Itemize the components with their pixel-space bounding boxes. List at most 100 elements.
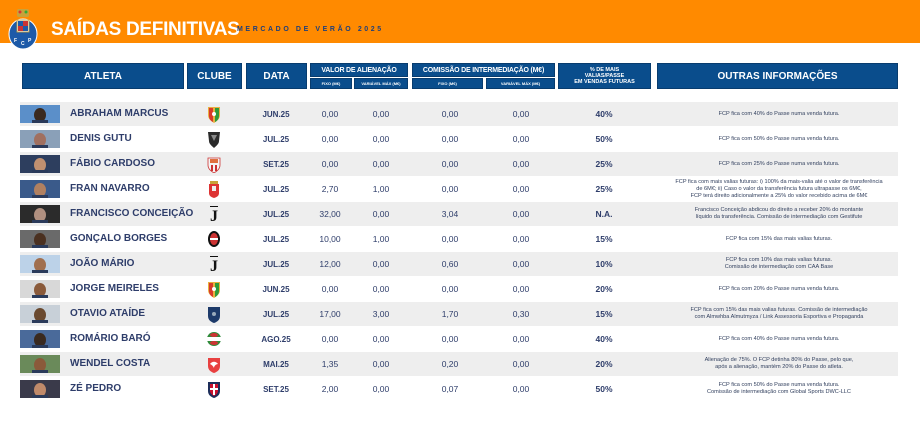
valor-fixo-value: 1,35 (321, 359, 339, 369)
valor-variavel-value: 1,00 (372, 234, 390, 244)
comissao-fixo-value: 0,00 (441, 234, 459, 244)
comissao-fixo-value: 0,07 (441, 384, 459, 394)
info-line: Francisco Conceição abdicou do direito a… (694, 207, 864, 213)
athlete-name: WENDEL COSTA (70, 358, 151, 369)
info-line: FCP terá direito adicionalmente a 25% do… (690, 192, 868, 199)
title-banner (0, 0, 920, 43)
athlete-photo (20, 130, 60, 148)
valor-fixo-value: 17,00 (319, 309, 341, 319)
comissao-fixo-value: 0,00 (441, 284, 459, 294)
svg-text:C: C (21, 41, 25, 47)
column-header-valor-label: VALOR DE ALIENAÇÃO (321, 66, 397, 74)
comissao-variavel-value: 0,00 (512, 159, 530, 169)
estrela-vermelha-crest-icon (207, 332, 221, 346)
info-line: Comissão de intermediação com CAA Base (724, 264, 834, 270)
comissao-fixo-value: 3,04 (441, 209, 459, 219)
column-header-data-label: DATA (263, 70, 290, 82)
pct-mais-valias-value: 20% (595, 359, 613, 369)
comissao-variavel-value: 0,00 (512, 209, 530, 219)
sevilla-crest-icon (207, 157, 221, 173)
transfer-date: AGO.25 (261, 334, 291, 344)
transfer-date: SET.25 (263, 384, 289, 394)
athlete-photo (20, 180, 60, 198)
athlete-photo (20, 205, 60, 223)
outras-informacoes: FCP fica com 40% do Passe numa venda fut… (660, 102, 898, 126)
athlete-name: FRANCISCO CONCEIÇÃO (70, 208, 194, 219)
column-header-pct-line2: VALIAS/PASSE (584, 73, 625, 79)
valor-variavel-value: 0,00 (372, 384, 390, 394)
valor-variavel-value: 0,00 (372, 159, 390, 169)
comissao-fixo-value: 0,00 (441, 109, 459, 119)
fc-porto-crest-icon: F C P (8, 9, 38, 50)
column-header-comissao-variavel-label: VARIÁVEL MÁX (M€) (500, 81, 541, 86)
table-row: GONÇALO BORGES JUL.25 10,00 1,00 0,00 0,00 15%… (20, 227, 898, 251)
transfer-date: JUL.25 (262, 259, 290, 269)
comissao-fixo-value: 0,00 (441, 159, 459, 169)
athlete-name: GONÇALO BORGES (70, 233, 168, 244)
juventus-crest-icon: J (210, 256, 218, 273)
table-row: FRANCISCO CONCEIÇÃO J JUL.25 32,00 0,00 3,04 0… (20, 202, 898, 226)
athlete-name: JOÃO MÁRIO (70, 258, 135, 269)
valor-fixo-value: 0,00 (321, 134, 339, 144)
valor-fixo-value: 2,70 (321, 184, 339, 194)
comissao-variavel-value: 0,00 (512, 234, 530, 244)
column-header-comissao-fixo: FIXO (M€) (412, 78, 483, 89)
athlete-photo (20, 305, 60, 323)
outras-informacoes: FCP fica com 40% do Passe numa venda fut… (660, 327, 898, 351)
column-header-pct-line3: EM VENDAS FUTURAS (574, 79, 635, 85)
info-line: FCP fica com mais valias futuras: i) 100… (675, 178, 883, 185)
table-row: DENIS GUTU JUL.25 0,00 0,00 0,00 0,00 50% FCP f… (20, 127, 898, 151)
valor-variavel-value: 3,00 (372, 309, 390, 319)
estrela-amadora-crest-icon (208, 107, 220, 123)
valor-fixo-value: 0,00 (321, 334, 339, 344)
svg-text:P: P (28, 38, 32, 44)
info-line: FCP fica com 50% do Passe numa venda fut… (718, 382, 840, 388)
pct-mais-valias-value: 10% (595, 259, 613, 269)
column-header-atleta-label: ATLETA (84, 70, 122, 82)
cagliari-crest-icon (208, 382, 220, 398)
info-line: de 6M€; ii) Caso o valor da transferênci… (696, 185, 862, 192)
info-line: FCP fica com 25% do Passe numa venda fut… (718, 160, 840, 167)
column-header-valor-variavel-label: VARIÁVEL MÁX (M€) (361, 81, 401, 86)
column-header-comissao-fixo-label: FIXO (M€) (438, 81, 457, 86)
transfer-date: SET.25 (263, 159, 289, 169)
valor-variavel-value: 0,00 (372, 334, 390, 344)
pct-mais-valias-value: 40% (595, 334, 613, 344)
table-row: JOÃO MÁRIO J JUL.25 12,00 0,00 0,60 0,00 10% FCP… (20, 252, 898, 276)
feyenoord-crest-icon (208, 231, 220, 247)
athlete-photo (20, 330, 60, 348)
page-subtitle: MERCADO DE VERÃO 2025 (237, 26, 384, 33)
pct-mais-valias-value: 50% (595, 134, 613, 144)
comissao-variavel-value: 0,00 (512, 334, 530, 344)
athlete-name: JORGE MEIRELES (70, 283, 159, 294)
outras-informacoes: FCP fica com 50% do Passe numa venda fut… (660, 127, 898, 151)
comissao-fixo-value: 0,00 (441, 134, 459, 144)
pct-mais-valias-value: 25% (595, 159, 613, 169)
athlete-photo (20, 355, 60, 373)
column-header-clube-label: CLUBE (197, 70, 232, 82)
pct-mais-valias-value: 15% (595, 309, 613, 319)
comissao-variavel-value: 0,00 (512, 184, 530, 194)
athlete-name: OTAVIO ATAÍDE (70, 308, 145, 319)
column-header-valor-fixo-label: FIXO (M€) (321, 81, 341, 86)
valor-variavel-value: 0,00 (372, 359, 390, 369)
pct-mais-valias-value: 40% (595, 109, 613, 119)
athlete-photo (20, 255, 60, 273)
outras-informacoes: FCP fica com 25% do Passe numa venda fut… (660, 152, 898, 176)
outras-informacoes: FCP fica com 20% do Passe numa venda fut… (660, 277, 898, 301)
pct-mais-valias-value: 20% (595, 284, 613, 294)
comissao-fixo-value: 0,00 (441, 334, 459, 344)
valor-fixo-value: 10,00 (319, 234, 341, 244)
outras-informacoes: FCP fica com 15% das mais valias futuras… (660, 227, 898, 251)
braga-crest-icon (209, 181, 219, 198)
column-header-comissao: COMISSÃO DE INTERMEDIAÇÃO (M€) (412, 63, 555, 77)
info-line: FCP fica com 40% do Passe numa venda fut… (718, 110, 840, 117)
pct-mais-valias-value: 50% (595, 384, 613, 394)
info-line: FCP fica com 15% das mais valias futuras… (725, 235, 833, 242)
valor-fixo-value: 0,00 (321, 159, 339, 169)
column-header-data: DATA (246, 63, 307, 89)
table-row: WENDEL COSTA MAI.25 1,35 0,00 0,20 0,00 20% Ali… (20, 352, 898, 376)
info-line: FCP fica com 10% das mais valias futuras… (725, 257, 833, 263)
dark-shield-crest-icon (208, 132, 220, 148)
athlete-name: FÁBIO CARDOSO (70, 158, 155, 169)
